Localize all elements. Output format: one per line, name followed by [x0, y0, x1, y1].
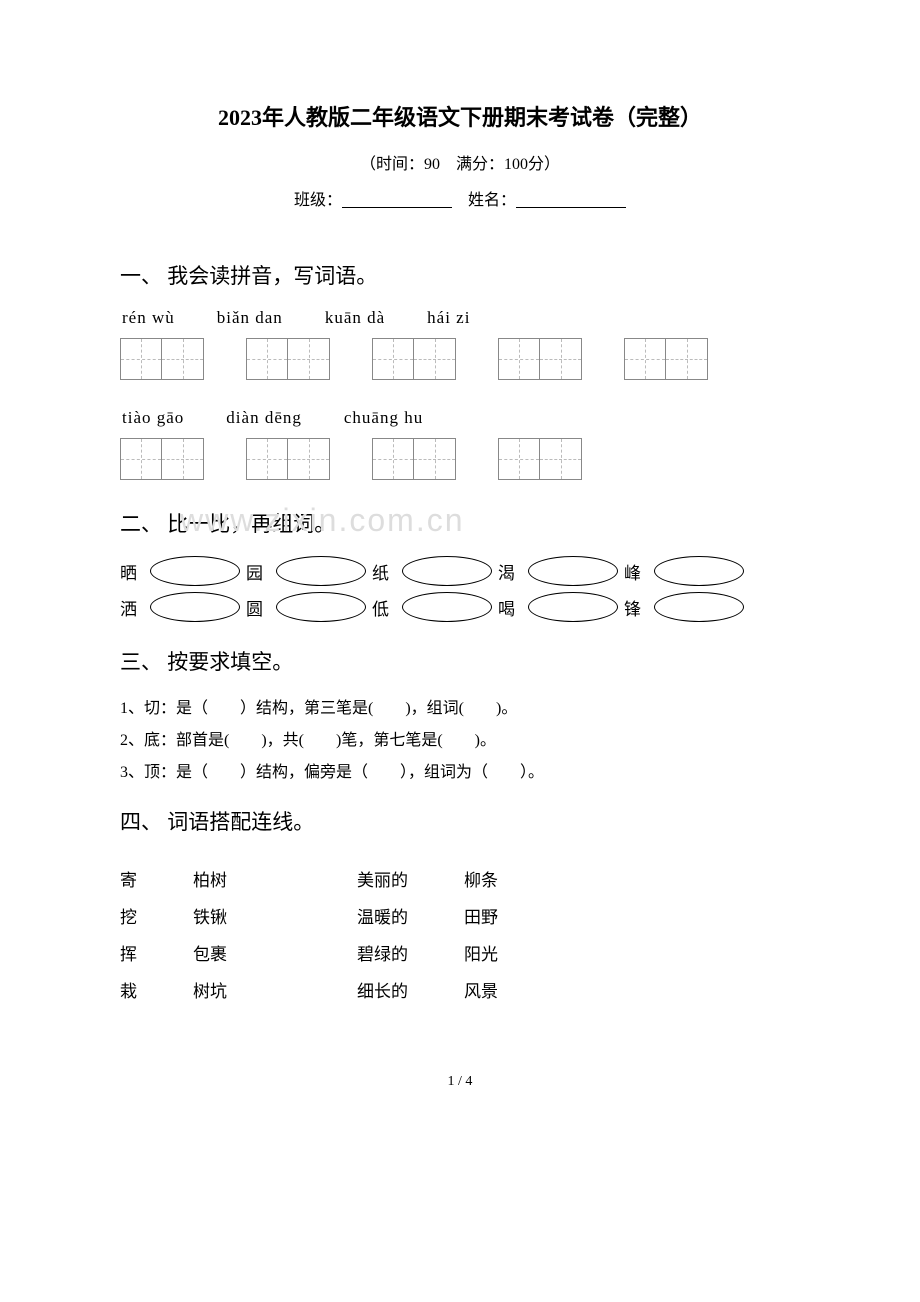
- char-box-pair[interactable]: [498, 438, 582, 480]
- pinyin: hái zi: [427, 308, 470, 328]
- match-right-b: 柳条 田野 阳光 风景: [464, 854, 498, 1014]
- answer-oval[interactable]: [654, 592, 744, 622]
- section3-heading: 三、 按要求填空。: [120, 646, 800, 676]
- student-info: 班级： 姓名：: [120, 186, 800, 210]
- q2-char: 低: [372, 595, 396, 620]
- pinyin: kuān dà: [325, 308, 385, 328]
- char-box-pair[interactable]: [372, 338, 456, 380]
- match-item: 细长的: [357, 977, 408, 1002]
- q4-match: 寄 挖 挥 栽 柏树 铁锹 包裹 树坑 美丽的 温暖的 碧绿的 细长的 柳条 田…: [120, 854, 800, 1014]
- match-left-a: 寄 挖 挥 栽: [120, 854, 137, 1014]
- q2-char: 园: [246, 559, 270, 584]
- char-box-pair[interactable]: [372, 438, 456, 480]
- char-box-pair[interactable]: [120, 438, 204, 480]
- answer-oval[interactable]: [150, 592, 240, 622]
- match-right-a: 美丽的 温暖的 碧绿的 细长的: [357, 854, 408, 1014]
- section1-heading: 一、 我会读拼音，写词语。: [120, 260, 800, 290]
- match-item: 包裹: [193, 940, 227, 965]
- section4-heading: 四、 词语搭配连线。: [120, 806, 800, 836]
- char-box-pair[interactable]: [246, 338, 330, 380]
- q2-char: 锋: [624, 595, 648, 620]
- pinyin: tiào gāo: [122, 408, 184, 428]
- pinyin-row-1: rén wù biǎn dan kuān dà hái zi: [120, 308, 800, 328]
- name-label: 姓名：: [468, 192, 516, 209]
- q2-char: 喝: [498, 595, 522, 620]
- time-score: （时间：90 满分：100分）: [120, 150, 800, 174]
- match-item: 风景: [464, 977, 498, 1002]
- match-item: 栽: [120, 977, 137, 1002]
- pinyin: diàn dēng: [226, 408, 302, 428]
- match-item: 田野: [464, 903, 498, 928]
- match-item: 寄: [120, 866, 137, 891]
- char-box-pair[interactable]: [498, 338, 582, 380]
- q2-char: 晒: [120, 559, 144, 584]
- char-box-pair[interactable]: [624, 338, 708, 380]
- q3-line: 3、顶：是（ ）结构，偏旁是（ ），组词为（ ）。: [120, 758, 800, 782]
- answer-oval[interactable]: [528, 592, 618, 622]
- answer-oval[interactable]: [276, 592, 366, 622]
- match-item: 柳条: [464, 866, 498, 891]
- q2-char: 渴: [498, 559, 522, 584]
- answer-oval[interactable]: [654, 556, 744, 586]
- q3-line: 1、切：是（ ）结构，第三笔是( )，组词( )。: [120, 694, 800, 718]
- char-box-pair[interactable]: [120, 338, 204, 380]
- exam-title: 2023年人教版二年级语文下册期末考试卷（完整）: [120, 100, 800, 132]
- answer-oval[interactable]: [402, 556, 492, 586]
- match-item: 铁锹: [193, 903, 227, 928]
- char-box-pair[interactable]: [246, 438, 330, 480]
- q2-char: 圆: [246, 595, 270, 620]
- pinyin: biǎn dan: [217, 308, 283, 328]
- match-item: 挥: [120, 940, 137, 965]
- match-item: 碧绿的: [357, 940, 408, 965]
- pinyin: rén wù: [122, 308, 175, 328]
- q2-row-1: 晒 园 纸 渴 峰: [120, 556, 800, 586]
- page-number: 1 / 4: [120, 1074, 800, 1090]
- pinyin: chuāng hu: [344, 408, 423, 428]
- match-item: 美丽的: [357, 866, 408, 891]
- q3-line: 2、底：部首是( )，共( )笔，第七笔是( )。: [120, 726, 800, 750]
- section2-heading: 二、 比一比，再组词。: [120, 508, 800, 538]
- q2-char: 洒: [120, 595, 144, 620]
- pinyin-row-2: tiào gāo diàn dēng chuāng hu: [120, 408, 800, 428]
- class-label: 班级：: [294, 192, 342, 209]
- name-blank[interactable]: [516, 194, 626, 208]
- match-item: 树坑: [193, 977, 227, 1002]
- match-item: 柏树: [193, 866, 227, 891]
- match-item: 挖: [120, 903, 137, 928]
- q2-row-2: 洒 圆 低 喝 锋: [120, 592, 800, 622]
- answer-oval[interactable]: [276, 556, 366, 586]
- class-blank[interactable]: [342, 194, 452, 208]
- char-box-row-2: [120, 438, 800, 480]
- q2-char: 纸: [372, 559, 396, 584]
- q2-char: 峰: [624, 559, 648, 584]
- answer-oval[interactable]: [150, 556, 240, 586]
- char-box-row-1: [120, 338, 800, 380]
- match-item: 温暖的: [357, 903, 408, 928]
- match-item: 阳光: [464, 940, 498, 965]
- match-left-b: 柏树 铁锹 包裹 树坑: [193, 854, 227, 1014]
- answer-oval[interactable]: [402, 592, 492, 622]
- answer-oval[interactable]: [528, 556, 618, 586]
